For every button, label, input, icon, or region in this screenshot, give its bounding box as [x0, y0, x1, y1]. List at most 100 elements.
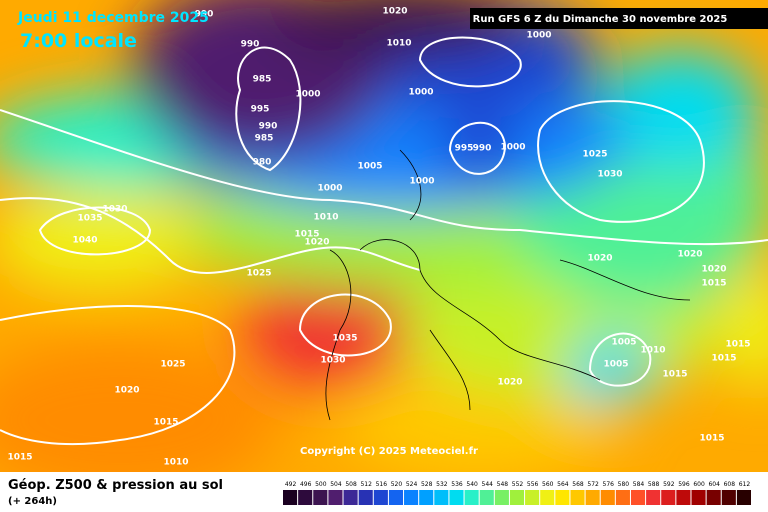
colorbar-label: 552: [512, 481, 524, 488]
run-info: Run GFS 6 Z du Dimanche 30 novembre 2025: [473, 14, 728, 25]
isobar-label: 1000: [295, 90, 320, 100]
isobar-label: 1015: [294, 230, 319, 240]
isobar-label: 985: [255, 134, 274, 144]
isobar-label: 1000: [500, 143, 525, 153]
colorbar-swatch: [358, 490, 373, 505]
colorbar-label: 504: [330, 481, 342, 488]
isobar-label: 1020: [701, 265, 726, 275]
isobar-label: 1015: [711, 354, 736, 364]
isobar-label: 1000: [317, 184, 342, 194]
isobar-label: 985: [253, 75, 272, 85]
isobar-label: 1010: [640, 346, 665, 356]
colorbar-swatch: [630, 490, 646, 505]
colorbar-label: 544: [482, 481, 494, 488]
colorbar-swatch: [313, 490, 328, 505]
isobar-label: 1020: [304, 238, 329, 248]
colorbar-label: 528: [421, 481, 433, 488]
isobar-label: 1025: [582, 150, 607, 160]
isobar-label: 980: [253, 158, 272, 168]
isobar-label: 1010: [163, 458, 188, 468]
colorbar: 492 496 500 504 508 512 516 520 524 528 532 536 540 5…: [283, 481, 751, 505]
isobar-label: 1020: [114, 386, 139, 396]
colorbar-label: 564: [557, 481, 569, 488]
time: 7:00 locale: [20, 30, 137, 52]
isobar-label: 1040: [72, 236, 97, 246]
colorbar-label: 584: [633, 481, 645, 488]
isobar-label: 1000: [409, 177, 434, 187]
isobar-label: 1035: [332, 334, 357, 344]
date: Jeudi 11 decembre 2025: [17, 10, 209, 26]
colorbar-swatch: [721, 490, 736, 505]
footer-subtitle: (+ 264h): [8, 496, 57, 507]
isobar-label: 990: [195, 10, 214, 20]
isobar-label: 1015: [699, 434, 724, 444]
field: [0, 0, 768, 472]
colorbar-label: 492: [285, 481, 297, 488]
colorbar-label: 592: [663, 481, 675, 488]
isobar-label: 1015: [662, 370, 687, 380]
colorbar-swatch: [449, 490, 464, 505]
colorbar-swatch: [525, 490, 540, 505]
colorbar-swatch: [419, 490, 434, 505]
colorbar-label: 572: [587, 481, 599, 488]
colorbar-swatch: [736, 490, 751, 505]
isobar-label: 1015: [725, 340, 750, 350]
colorbar-swatch: [464, 490, 479, 505]
colorbar-label: 568: [572, 481, 584, 488]
coastlines: [325, 149, 691, 421]
isobar-label: 1030: [597, 170, 622, 180]
isobar-label: 1020: [497, 378, 522, 388]
colorbar-swatch: [585, 490, 600, 505]
isobar-label: 995: [455, 144, 474, 154]
colorbar-label: 548: [497, 481, 509, 488]
colorbar-label: 588: [648, 481, 660, 488]
isobar-label: 990: [259, 122, 278, 132]
isobar-label: 1005: [611, 338, 636, 348]
colorbar-label: 596: [678, 481, 690, 488]
isobar-label: 1020: [677, 250, 702, 260]
colorbar-swatch: [555, 490, 570, 505]
isobar-label: 1030: [320, 356, 345, 366]
colorbar-label: 600: [693, 481, 705, 488]
isobar-label: 1005: [603, 360, 628, 370]
colorbar-label: 612: [739, 481, 751, 488]
copyright: Copyright (C) 2025 Meteociel.fr: [300, 446, 478, 457]
colorbar-label: 532: [436, 481, 448, 488]
colorbar-swatch: [691, 490, 706, 505]
colorbar-swatch: [328, 490, 343, 505]
isobar-label: 1020: [587, 254, 612, 264]
colorbar-swatch: [404, 490, 419, 505]
isobar-label: 1015: [153, 418, 178, 428]
isobar-label: 1025: [246, 269, 271, 279]
colorbar-swatch: [434, 490, 449, 505]
colorbar-swatch: [540, 490, 555, 505]
colorbar-swatch: [283, 490, 298, 505]
isobar-label: 1000: [526, 31, 551, 41]
colorbar-swatch: [570, 490, 585, 505]
isobar-label: 1010: [313, 213, 338, 223]
colorbar-label: 512: [360, 481, 372, 488]
colorbar-swatch: [661, 490, 676, 505]
colorbar-swatch: [615, 490, 630, 505]
isobar-label: 1010: [386, 39, 411, 49]
isobar-label: 1035: [77, 214, 102, 224]
colorbar-swatch: [343, 490, 358, 505]
colorbar-label: 604: [708, 481, 720, 488]
colorbar-swatch: [298, 490, 313, 505]
colorbar-swatch: [479, 490, 494, 505]
isobar-label: 1005: [357, 162, 382, 172]
colorbar-label: 608: [724, 481, 736, 488]
isobar-label: 1025: [160, 360, 185, 370]
colorbar-label: 496: [300, 481, 312, 488]
colorbar-label: 520: [391, 481, 403, 488]
colorbar-label: 576: [603, 481, 615, 488]
colorbar-swatch: [373, 490, 388, 505]
isobar-label: 990: [241, 40, 260, 50]
footer-title: Géop. Z500 & pression au sol: [8, 478, 223, 493]
isobar-label: 1015: [701, 279, 726, 289]
colorbar-label: 516: [376, 481, 388, 488]
colorbar-swatch: [676, 490, 691, 505]
colorbar-swatch: [388, 490, 404, 505]
isobar-label: 1030: [102, 205, 127, 215]
